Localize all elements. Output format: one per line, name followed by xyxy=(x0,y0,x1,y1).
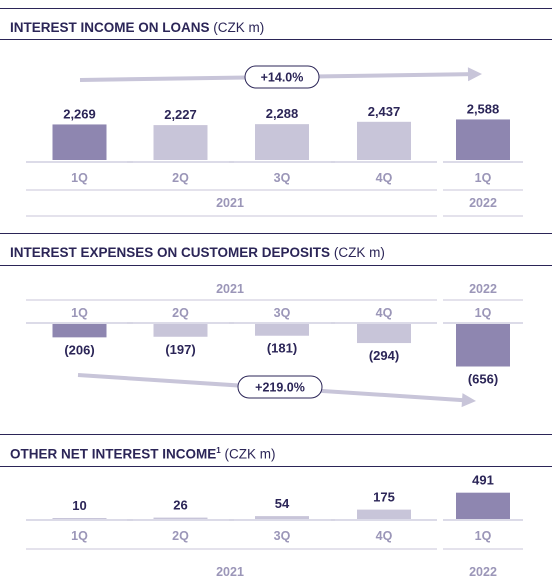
other-bar-2 xyxy=(153,517,208,519)
panel2-top-rule xyxy=(0,233,552,234)
income-bar-3 xyxy=(255,124,309,160)
other-quarter-label-4: 4Q xyxy=(376,529,393,543)
panel1-top-rule xyxy=(0,8,552,9)
panel3-title-rule xyxy=(0,466,552,467)
other-quarter-label-1: 1Q xyxy=(71,529,88,543)
expense-year-label-2021: 2021 xyxy=(216,282,244,296)
expense-trend-label: +219.0% xyxy=(255,381,305,395)
other-quarter-label-3: 3Q xyxy=(274,529,291,543)
income-quarter-label-4: 4Q xyxy=(376,171,393,185)
panel3-top-rule xyxy=(0,434,552,435)
income-trend-label: +14.0% xyxy=(261,71,304,85)
other-bar-4 xyxy=(357,509,411,519)
expense-bar-4 xyxy=(357,324,411,344)
income-bar-2 xyxy=(153,125,208,160)
other-value-label-5: 491 xyxy=(472,473,494,488)
income-bar-1 xyxy=(52,124,107,160)
panel2-unit: (CZK m) xyxy=(333,245,385,260)
income-quarter-label-5: 1Q xyxy=(475,171,492,185)
income-value-label-5: 2,588 xyxy=(467,101,500,116)
expense-quarter-label-3: 3Q xyxy=(274,306,291,320)
other-quarter-label-2: 2Q xyxy=(172,529,189,543)
expense-bar-2 xyxy=(153,324,208,337)
panel3-title: OTHER NET INTEREST INCOME1 (CZK m) xyxy=(10,446,275,462)
interest-income-chart: +14.0% 2,269 1Q 2,227 2Q 2,288 3Q 2,437 4Q 2,588 1… xyxy=(26,65,523,217)
income-bar-4 xyxy=(357,121,411,160)
expense-bar-5 xyxy=(456,324,510,367)
income-quarter-label-2: 2Q xyxy=(172,171,189,185)
panel2-title-text: INTEREST EXPENSES ON CUSTOMER DEPOSITS xyxy=(10,245,331,260)
other-bar-5 xyxy=(456,492,510,519)
panel3-footnote-mark: 1 xyxy=(216,446,221,455)
expense-bar-3 xyxy=(255,324,309,336)
panel3-unit: (CZK m) xyxy=(224,446,276,462)
panel2-title: INTEREST EXPENSES ON CUSTOMER DEPOSITS (… xyxy=(10,245,385,260)
panel3-title-text: OTHER NET INTEREST INCOME xyxy=(10,446,217,462)
income-trend-pill xyxy=(244,65,320,89)
panel1-title-text: INTEREST INCOME ON LOANS xyxy=(10,20,210,35)
expense-value-label-4: (294) xyxy=(369,348,399,363)
panel1-title-rule xyxy=(0,39,552,40)
income-value-label-3: 2,288 xyxy=(266,106,299,121)
expense-quarter-label-4: 4Q xyxy=(376,306,393,320)
interest-expenses-chart: 2021 2022 1Q (206) 2Q (197) 3Q (181) 4Q (294) 1Q (6… xyxy=(26,282,523,408)
other-value-label-2: 26 xyxy=(173,498,187,513)
other-bar-3 xyxy=(255,516,309,519)
other-quarter-label-5: 1Q xyxy=(475,529,492,543)
expense-quarter-label-5: 1Q xyxy=(475,306,492,320)
income-year-label-2021: 2021 xyxy=(216,196,244,210)
other-year-label-2021: 2021 xyxy=(216,565,244,579)
income-bar-5 xyxy=(456,119,510,160)
income-value-label-4: 2,437 xyxy=(368,104,401,119)
expense-value-label-1: (206) xyxy=(64,342,94,357)
panel2-title-rule xyxy=(0,265,552,266)
expense-quarter-label-2: 2Q xyxy=(172,306,189,320)
other-year-label-2022: 2022 xyxy=(469,565,497,579)
expense-quarter-label-1: 1Q xyxy=(71,306,88,320)
expense-value-label-5: (656) xyxy=(468,372,498,387)
other-value-label-3: 54 xyxy=(275,496,290,511)
expense-value-label-3: (181) xyxy=(267,341,297,356)
other-value-label-1: 10 xyxy=(72,498,86,513)
panel1-title: INTEREST INCOME ON LOANS (CZK m) xyxy=(10,20,264,35)
income-value-label-1: 2,269 xyxy=(63,106,96,121)
other-bar-1 xyxy=(52,518,107,519)
income-value-label-2: 2,227 xyxy=(164,107,197,122)
expense-trend-pill xyxy=(237,375,323,399)
other-value-label-4: 175 xyxy=(373,490,395,505)
income-quarter-label-1: 1Q xyxy=(71,171,88,185)
income-quarter-label-3: 3Q xyxy=(274,171,291,185)
panel1-unit: (CZK m) xyxy=(213,20,265,35)
expense-bar-1 xyxy=(52,324,107,338)
expense-year-label-2022: 2022 xyxy=(469,282,497,296)
expense-value-label-2: (197) xyxy=(165,342,195,357)
income-year-label-2022: 2022 xyxy=(469,196,497,210)
